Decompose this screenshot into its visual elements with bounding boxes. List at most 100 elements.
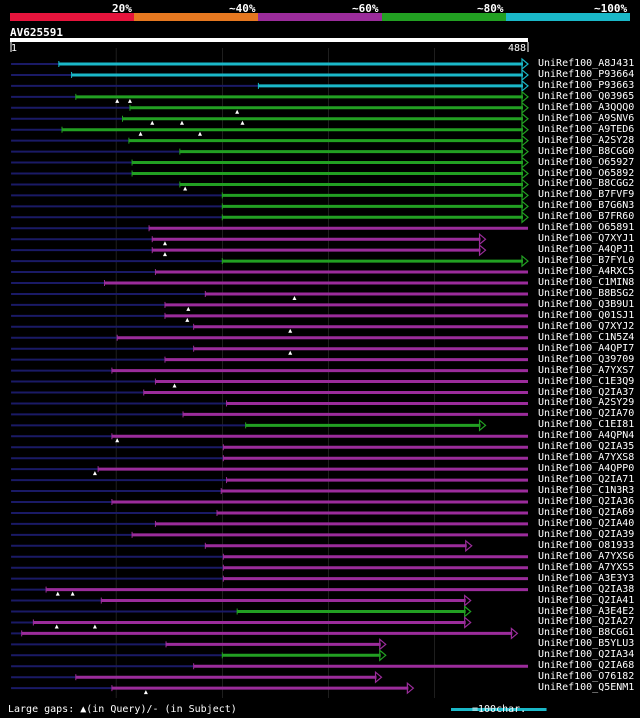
hit-arrow-head — [464, 605, 472, 618]
hit-label[interactable]: UniRef100_Q01SJ1 — [538, 309, 635, 321]
hit-row — [11, 167, 529, 180]
hit-arrow-head — [521, 189, 529, 202]
hit-label[interactable]: UniRef100_Q39709 — [538, 353, 635, 365]
hit-label[interactable]: UniRef100_B8CGG0 — [538, 145, 635, 157]
hit-label[interactable]: UniRef100_Q2IA68 — [538, 660, 635, 672]
hit-label[interactable]: UniRef100_Q2IA38 — [538, 583, 635, 595]
hit-row — [11, 345, 528, 355]
hit-row — [11, 477, 528, 484]
hit-label[interactable]: UniRef100_O81933 — [538, 539, 635, 551]
hit-row — [11, 531, 528, 538]
hit-label[interactable]: UniRef100_Q2IA69 — [538, 506, 635, 518]
scale-bar — [451, 708, 547, 711]
hit-label[interactable]: UniRef100_B5YLU3 — [538, 638, 635, 650]
gap-marker-triangle — [288, 328, 293, 333]
hit-row — [11, 123, 529, 136]
hit-label[interactable]: UniRef100_A8J431 — [538, 58, 635, 69]
hit-label[interactable]: UniRef100_P93664 — [538, 68, 635, 80]
hit-row — [11, 520, 528, 527]
legend-label-80: ~80% — [477, 2, 504, 15]
hit-row — [11, 638, 387, 651]
hit-label[interactable]: UniRef100_O65927 — [538, 156, 635, 168]
hit-label[interactable]: UniRef100_O65891 — [538, 222, 635, 234]
hit-label[interactable]: UniRef100_Q2IA39 — [538, 528, 635, 540]
hit-label[interactable]: UniRef100_Q7XYJ2 — [538, 320, 635, 332]
hit-label[interactable]: UniRef100_Q2IA40 — [538, 517, 635, 529]
hit-row — [11, 90, 529, 104]
hit-label[interactable]: UniRef100_A4QPI7 — [538, 342, 635, 354]
hit-label[interactable]: UniRef100_A4RXC5 — [538, 266, 635, 278]
hit-label[interactable]: UniRef100_Q2IA27 — [538, 616, 635, 628]
gap-marker-triangle — [150, 120, 155, 125]
hit-label[interactable]: UniRef100_Q03965 — [538, 90, 635, 102]
gap-marker-triangle — [235, 109, 240, 114]
hit-label[interactable]: UniRef100_A9SNV6 — [538, 112, 635, 124]
hit-label[interactable]: UniRef100_A4QPN4 — [538, 430, 635, 442]
hit-label[interactable]: UniRef100_A4QPP0 — [538, 463, 635, 475]
hit-label[interactable]: UniRef100_Q2IA34 — [538, 649, 635, 661]
hit-label[interactable]: UniRef100_A2SY29 — [538, 397, 635, 409]
hit-label[interactable]: UniRef100_B8BSG2 — [538, 287, 635, 299]
hit-label[interactable]: UniRef100_O76182 — [538, 671, 635, 683]
hit-row — [11, 455, 528, 462]
hit-label[interactable]: UniRef100_Q2IA41 — [538, 594, 635, 606]
hit-label[interactable]: UniRef100_A2SY28 — [538, 134, 635, 146]
hit-label[interactable]: UniRef100_A3QQQ0 — [538, 101, 635, 113]
hit-arrow-head — [521, 90, 529, 104]
gap-marker-triangle — [70, 591, 75, 596]
hit-row — [11, 400, 528, 407]
hit-label[interactable]: UniRef100_Q2IA36 — [538, 496, 635, 507]
hit-label[interactable]: UniRef100_B7FYL0 — [538, 255, 635, 267]
hit-row — [11, 509, 528, 516]
hit-label[interactable]: UniRef100_B7G6N3 — [538, 200, 635, 212]
hit-label[interactable]: UniRef100_Q3B9U1 — [538, 298, 635, 310]
gap-marker-triangle — [162, 252, 167, 257]
hit-arrow-head — [521, 68, 529, 82]
hit-arrow-head — [521, 167, 529, 180]
hit-row — [11, 290, 528, 300]
hit-label[interactable]: UniRef100_B8CGG2 — [538, 178, 635, 190]
hit-label[interactable]: UniRef100_B7FVF9 — [538, 189, 635, 201]
hit-label[interactable]: UniRef100_C1EI81 — [538, 419, 635, 431]
legend-segment-3 — [382, 13, 506, 21]
hit-row — [11, 367, 528, 374]
gap-marker-triangle — [172, 383, 177, 388]
hit-label[interactable]: UniRef100_Q5ENM1 — [538, 682, 635, 694]
hit-label[interactable]: UniRef100_Q2IA37 — [538, 386, 635, 398]
hit-arrow-head — [465, 539, 473, 553]
hit-label[interactable]: UniRef100_A9TED6 — [538, 123, 635, 135]
hit-label[interactable]: UniRef100_Q2IA35 — [538, 441, 635, 453]
hit-row — [11, 681, 415, 695]
gap-marker-triangle — [185, 317, 190, 322]
hit-label[interactable]: UniRef100_A4QPJ1 — [538, 244, 635, 256]
hit-label[interactable]: UniRef100_Q2IA70 — [538, 408, 635, 420]
hit-row — [11, 444, 528, 451]
hit-label[interactable]: UniRef100_A3E3Y3 — [538, 572, 635, 584]
hit-row — [11, 312, 528, 322]
hit-label[interactable]: UniRef100_A7YXS8 — [538, 452, 635, 464]
hit-label[interactable]: UniRef100_B7FR60 — [538, 211, 635, 223]
hit-label[interactable]: UniRef100_Q7XYJ1 — [538, 233, 635, 245]
hit-row — [11, 670, 383, 684]
legend-label-40: ~40% — [229, 2, 256, 15]
hit-row — [11, 68, 529, 82]
hit-label[interactable]: UniRef100_A7YXS7 — [538, 364, 635, 376]
hit-label[interactable]: UniRef100_C1N3R3 — [538, 485, 635, 497]
scale-bar-label: =100char. — [472, 704, 527, 715]
hit-label[interactable]: UniRef100_Q2IA71 — [538, 474, 635, 486]
hit-label[interactable]: UniRef100_C1MIN8 — [538, 277, 635, 288]
query-bar — [10, 38, 528, 42]
hit-label[interactable]: UniRef100_P93663 — [538, 79, 635, 91]
hit-row — [11, 466, 528, 476]
hit-label[interactable]: UniRef100_C1N5Z4 — [538, 331, 635, 343]
hit-label[interactable]: UniRef100_C1E3Q9 — [538, 375, 635, 387]
legend-segment-0 — [10, 13, 134, 21]
hit-label[interactable]: UniRef100_O65892 — [538, 167, 635, 179]
hit-label[interactable]: UniRef100_A7YXS6 — [538, 550, 635, 562]
query-id: AV625591 — [10, 26, 63, 39]
hit-label[interactable]: UniRef100_A3E4E2 — [538, 605, 635, 617]
hit-label[interactable]: UniRef100_B8CGG1 — [538, 627, 635, 639]
hit-arrow-head — [464, 616, 472, 629]
hit-label[interactable]: UniRef100_A7YXS5 — [538, 561, 635, 573]
